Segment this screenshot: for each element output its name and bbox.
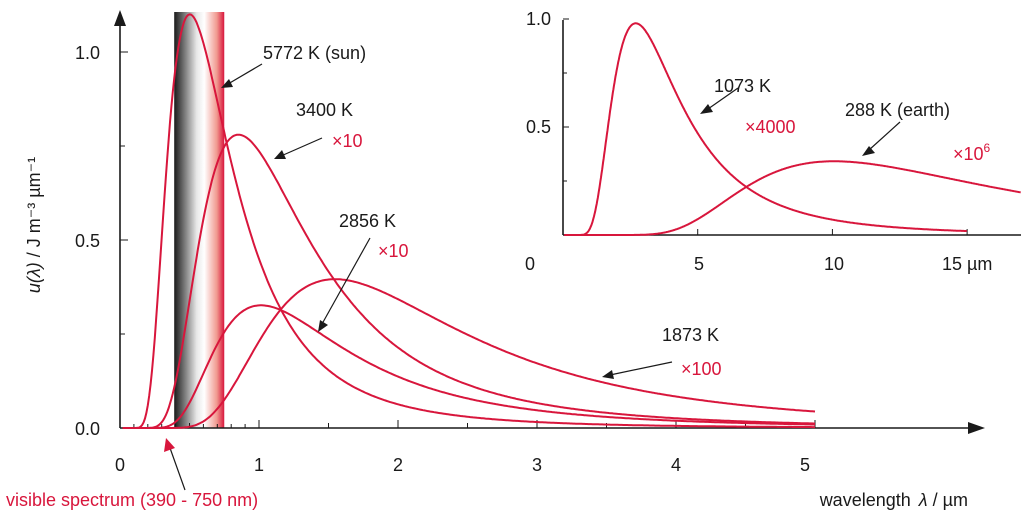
visible-spectrum-label: visible spectrum (390 - 750 nm) — [6, 490, 258, 510]
main-y-tick-label: 1.0 — [75, 43, 100, 63]
series-pointer-2856 — [321, 237, 371, 325]
visible-spectrum-band — [174, 12, 225, 428]
series-label-3400: 3400 K — [296, 100, 353, 120]
inset-x-tick-label: 0 — [525, 254, 535, 274]
inset-x-tick-label: 15 µm — [942, 254, 992, 274]
main-x-tick-label: 5 — [800, 455, 810, 475]
series-label-1073: 1073 K — [714, 76, 771, 96]
main-y-tick-labels: 0.0 0.5 1.0 — [75, 43, 100, 439]
inset-x-tick-label: 5 — [694, 254, 704, 274]
series-pointer-288 — [868, 121, 901, 151]
main-series-annotations: 5772 K (sun) 3400 K ×10 2856 K ×10 1873 … — [221, 43, 722, 379]
series-line-1073 — [564, 22, 967, 236]
series-scale-2856: ×10 — [378, 241, 409, 261]
inset-y-tick-label: 1.0 — [526, 9, 551, 29]
main-axes — [114, 10, 985, 434]
series-pointer-1073-head — [700, 104, 713, 114]
main-x-tick-labels: 0 1 2 3 4 5 — [115, 455, 810, 475]
inset-series-annotations: 1073 K ×4000 288 K (earth) ×106 — [700, 76, 991, 164]
visible-spectrum-pointer — [169, 447, 186, 491]
series-pointer-sun-head — [221, 79, 233, 88]
series-label-sun: 5772 K (sun) — [263, 43, 366, 63]
series-line-3400 — [122, 133, 815, 429]
series-pointer-1873-head — [602, 370, 614, 379]
series-label-2856: 2856 K — [339, 211, 396, 231]
main-y-axis-arrowhead — [114, 10, 126, 26]
series-pointer-1073 — [707, 87, 739, 110]
main-x-tick-label: 1 — [254, 455, 264, 475]
series-line-5772 — [122, 13, 815, 429]
series-pointer-2856-head — [318, 320, 328, 332]
series-pointer-1873 — [609, 361, 673, 376]
series-scale-1073: ×4000 — [745, 117, 796, 137]
series-pointer-3400-head — [274, 150, 286, 159]
main-y-tick-label: 0.5 — [75, 231, 100, 251]
main-x-tick-label: 3 — [532, 455, 542, 475]
series-scale-1873: ×100 — [681, 359, 722, 379]
series-line-2856 — [122, 304, 815, 429]
main-x-axis-arrowhead — [968, 422, 985, 434]
series-pointer-sun — [227, 63, 263, 85]
y-axis-label: u(λ) / J m⁻³ µm⁻¹ — [24, 157, 44, 293]
main-y-tick-label: 0.0 — [75, 419, 100, 439]
inset-y-tick-label: 0.5 — [526, 117, 551, 137]
series-pointer-3400 — [280, 137, 323, 157]
series-scale-288: ×106 — [953, 141, 991, 164]
main-x-tick-label: 4 — [671, 455, 681, 475]
main-x-tick-label: 0 — [115, 455, 125, 475]
series-line-288 — [564, 160, 1021, 236]
x-axis-label: wavelength λ / µm — [819, 490, 968, 510]
main-curves — [122, 13, 816, 429]
series-label-288: 288 K (earth) — [845, 100, 950, 120]
inset-curves — [564, 22, 1021, 236]
series-line-1873 — [122, 278, 816, 429]
inset-tick-labels: 1.0 0.5 0 5 10 15 µm — [525, 9, 992, 274]
visible-spectrum-pointer-head — [164, 438, 175, 452]
series-scale-3400: ×10 — [332, 131, 363, 151]
series-label-1873: 1873 K — [662, 325, 719, 345]
main-x-tick-label: 2 — [393, 455, 403, 475]
inset-x-tick-label: 10 — [824, 254, 844, 274]
series-pointer-288-head — [862, 146, 875, 156]
